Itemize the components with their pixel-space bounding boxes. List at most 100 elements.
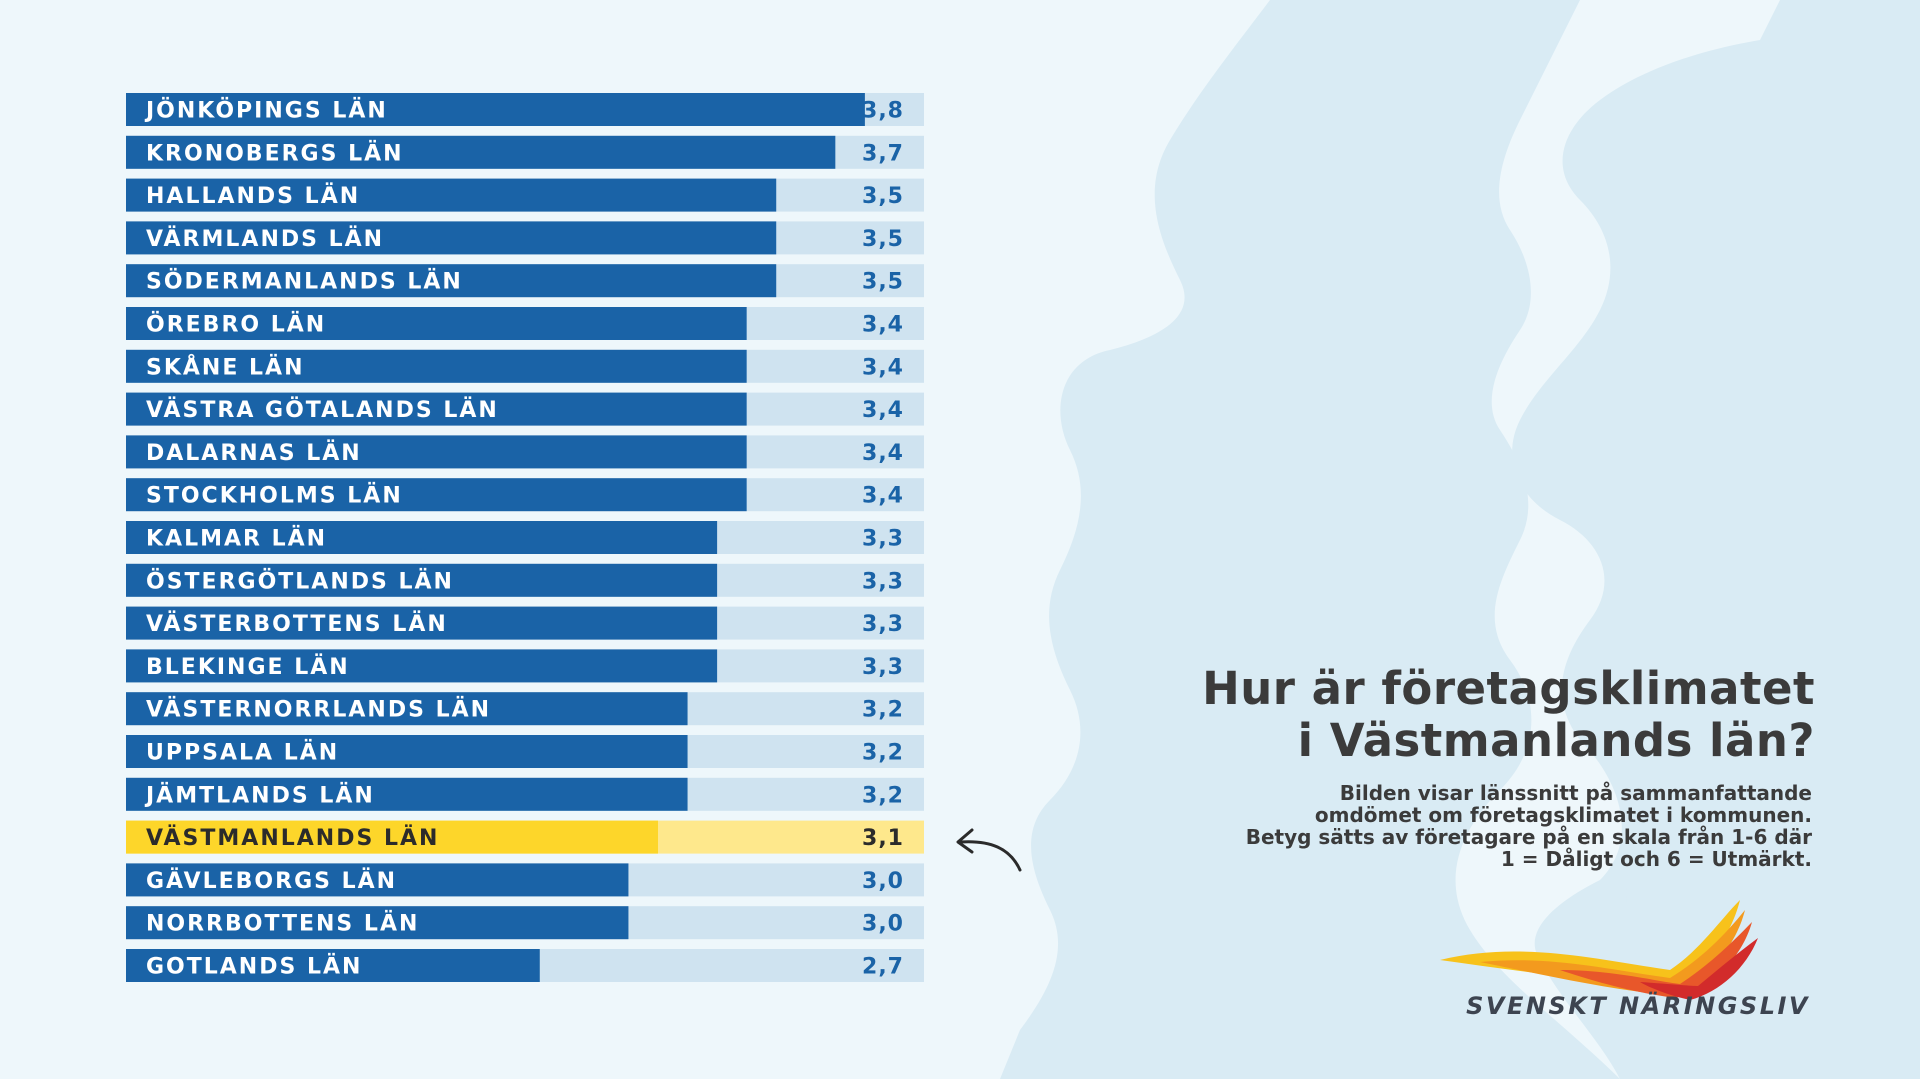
bar <box>126 649 718 683</box>
category-label: VÄSTRA GÖTALANDS LÄN <box>146 397 499 423</box>
category-label: JÄMTLANDS LÄN <box>144 782 375 808</box>
value-label: 3,0 <box>862 869 904 894</box>
bar <box>126 692 688 726</box>
arrow-shaft <box>958 840 1022 872</box>
category-label: ÖSTERGÖTLANDS LÄN <box>146 568 454 594</box>
bar <box>126 735 688 768</box>
bar <box>126 906 629 940</box>
value-label: 3,5 <box>862 227 904 252</box>
category-label: DALARNAS LÄN <box>146 440 362 466</box>
bar <box>126 478 747 512</box>
bar-row: JÄMTLANDS LÄN 3,2 <box>126 777 924 811</box>
value-label: 3,1 <box>862 826 904 851</box>
bar-row: UPPSALA LÄN 3,2 <box>126 735 924 768</box>
category-label: GOTLANDS LÄN <box>146 954 362 980</box>
bar <box>126 264 777 298</box>
category-label: VÄSTMANLANDS LÄN <box>146 825 439 851</box>
bar-row: GÄVLEBORGS LÄN 3,0 <box>126 863 924 897</box>
chart-rows: JÖNKÖPINGS LÄN 3,8 KRONOBERGS LÄN 3,7 HALLAN… <box>126 93 924 982</box>
headline: Hur är företagsklimatet i Västmanlands l… <box>915 663 1815 767</box>
category-label: SÖDERMANLANDS LÄN <box>146 269 463 295</box>
value-label: 3,2 <box>862 698 904 723</box>
value-label: 3,4 <box>862 484 904 509</box>
value-label: 2,7 <box>862 955 904 980</box>
bar <box>126 863 629 897</box>
description-line-2: omdömet om företagsklimatet i kommunen. <box>1314 803 1812 827</box>
description: Bilden visar länssnitt på sammanfattande… <box>912 782 1812 870</box>
arrow-head <box>956 828 974 854</box>
bar-row: VÄSTERBOTTENS LÄN 3,3 <box>126 606 924 640</box>
headline-line-1: Hur är företagsklimatet <box>1202 662 1815 715</box>
value-label: 3,2 <box>862 783 904 808</box>
value-label: 3,0 <box>862 912 904 937</box>
bar-row: NORRBOTTENS LÄN 3,0 <box>126 906 924 940</box>
gotland-island-shape <box>1626 820 1664 959</box>
description-line-4: 1 = Dåligt och 6 = Utmärkt. <box>1500 847 1812 871</box>
value-label: 3,3 <box>862 612 904 637</box>
category-label: SKÅNE LÄN <box>146 354 304 380</box>
bar <box>126 777 688 811</box>
category-label: KALMAR LÄN <box>146 526 327 552</box>
bar-row: KALMAR LÄN 3,3 <box>126 521 924 554</box>
value-label: 3,4 <box>862 441 904 466</box>
bar <box>126 392 747 426</box>
logo-stroke-red <box>1560 922 1752 998</box>
bar-row: ÖSTERGÖTLANDS LÄN 3,3 <box>126 563 924 597</box>
category-label: JÖNKÖPINGS LÄN <box>144 98 388 124</box>
value-label: 3,4 <box>862 313 904 338</box>
bar <box>126 135 836 169</box>
bar-row: ÖREBRO LÄN 3,4 <box>126 307 924 340</box>
category-label: BLEKINGE LÄN <box>146 654 350 680</box>
category-label: VÄRMLANDS LÄN <box>146 226 384 252</box>
category-label: KRONOBERGS LÄN <box>146 140 404 166</box>
value-label: 3,7 <box>862 141 904 166</box>
bar <box>126 563 718 597</box>
category-label: HALLANDS LÄN <box>146 183 360 209</box>
bar <box>126 307 747 340</box>
headline-line-2: i Västmanlands län? <box>1297 714 1815 767</box>
bar <box>126 521 718 554</box>
bar <box>126 435 747 469</box>
bar-row: GOTLANDS LÄN 2,7 <box>126 949 924 982</box>
value-label: 3,3 <box>862 569 904 594</box>
sweden-mainland-shape <box>1000 0 1620 1079</box>
bar-row: BLEKINGE LÄN 3,3 <box>126 649 924 683</box>
category-label: NORRBOTTENS LÄN <box>146 911 419 937</box>
description-line-3: Betyg sätts av företagare på en skala fr… <box>1245 825 1812 849</box>
value-label: 3,3 <box>862 527 904 552</box>
logo-text: SVENSKT NÄRINGSLIV <box>1466 992 1810 1020</box>
bar-row: VÄSTMANLANDS LÄN 3,1 <box>126 820 924 854</box>
bar-row: JÖNKÖPINGS LÄN 3,8 <box>126 93 924 126</box>
bar <box>126 178 777 212</box>
category-label: STOCKHOLMS LÄN <box>146 483 403 509</box>
description-line-1: Bilden visar länssnitt på sammanfattande <box>1339 781 1812 805</box>
value-label: 3,2 <box>862 741 904 766</box>
bar-row: VÄSTRA GÖTALANDS LÄN 3,4 <box>126 392 924 426</box>
bar <box>126 221 777 255</box>
value-label: 3,5 <box>862 184 904 209</box>
bar-row: KRONOBERGS LÄN 3,7 <box>126 135 924 169</box>
bar-row: STOCKHOLMS LÄN 3,4 <box>126 478 924 512</box>
flame-wings-logo <box>1440 900 1758 1000</box>
bar-row: DALARNAS LÄN 3,4 <box>126 435 924 469</box>
bar-row: SKÅNE LÄN 3,4 <box>126 349 924 383</box>
bar-highlight <box>126 820 658 854</box>
logo-stroke-darkred <box>1640 938 1758 1000</box>
value-label: 3,8 <box>862 99 904 124</box>
bar-row: VÄRMLANDS LÄN 3,5 <box>126 221 924 255</box>
bar-row: VÄSTERNORRLANDS LÄN 3,2 <box>126 692 924 726</box>
category-label: VÄSTERNORRLANDS LÄN <box>146 697 491 723</box>
value-label: 3,4 <box>862 398 904 423</box>
bar <box>126 949 540 982</box>
value-label: 3,3 <box>862 655 904 680</box>
sweden-map-shape <box>1280 0 1920 1079</box>
bar-row: SÖDERMANLANDS LÄN 3,5 <box>126 264 924 298</box>
value-label: 3,4 <box>862 355 904 380</box>
logo-stroke-orange <box>1480 910 1745 995</box>
bar <box>126 349 747 383</box>
curved-arrow-icon <box>956 828 1022 872</box>
category-label: VÄSTERBOTTENS LÄN <box>146 611 448 637</box>
bar <box>126 93 865 126</box>
